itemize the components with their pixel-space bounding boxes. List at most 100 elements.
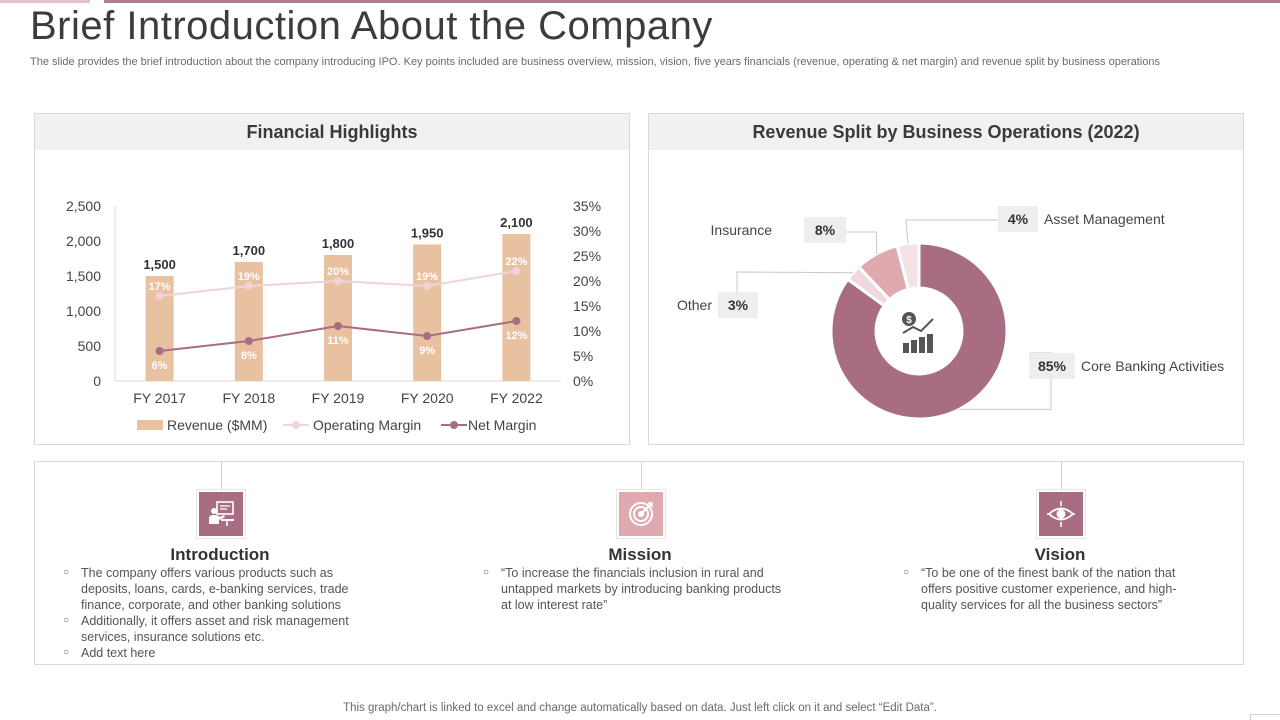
introduction-title: Introduction	[170, 545, 270, 564]
net-margin-point	[512, 317, 521, 325]
mission-list: “To increase the financials inclusion in…	[483, 565, 793, 613]
revenue-split-title: Revenue Split by Business Operations (20…	[649, 114, 1243, 150]
financial-highlights-title: Financial Highlights	[35, 114, 629, 150]
introduction-item: Add text here	[63, 645, 373, 661]
mission-connector	[641, 462, 642, 490]
target-icon	[617, 490, 665, 538]
operating-margin-point	[512, 267, 521, 275]
core-banking-pct-box	[1029, 353, 1075, 379]
operating-margin-point	[155, 292, 164, 300]
legend-operating-marker	[292, 421, 300, 429]
insurance-pct-box	[804, 217, 846, 243]
x-tick-label: FY 2020	[401, 390, 454, 406]
eye-icon	[1037, 490, 1085, 538]
y2-tick-label: 15%	[573, 298, 601, 314]
operating-margin-label: 19%	[238, 271, 260, 283]
operating-margin-point	[423, 282, 432, 290]
y2-tick-label: 5%	[573, 348, 593, 364]
vision-connector	[1061, 462, 1062, 490]
financial-highlights-panel: Financial Highlights 0 500 1,000 1,500 2,000…	[34, 113, 630, 445]
y-tick-label: 2,000	[66, 233, 101, 249]
legend-revenue-swatch	[137, 420, 163, 430]
operating-margin-label: 17%	[149, 281, 171, 293]
net-margin-point	[155, 347, 164, 355]
y2-tick-label: 30%	[573, 223, 601, 239]
net-margin-label: 8%	[241, 350, 257, 362]
x-tick-label: FY 2022	[490, 390, 543, 406]
coin-stack-icon	[927, 334, 933, 353]
asset-management-leader-line	[905, 219, 998, 244]
other-pct-box	[718, 292, 758, 318]
net-margin-point	[423, 332, 432, 340]
legend-net-marker	[450, 421, 458, 429]
insurance-pct-value: 8%	[815, 222, 836, 238]
asset-management-label: Asset Management	[1044, 211, 1165, 227]
net-margin-point	[334, 322, 342, 330]
operating-margin-label: 20%	[327, 266, 349, 278]
x-tick-label: FY 2017	[133, 390, 186, 406]
donut-slice-asset-management	[895, 241, 921, 292]
introduction-connector	[221, 462, 222, 490]
top-accent-gap	[90, 0, 104, 3]
y2-tick-label: 20%	[573, 273, 601, 289]
introduction-list: The company offers various products such…	[63, 565, 373, 661]
net-margin-label: 12%	[505, 330, 527, 342]
revenue-split-panel: Revenue Split by Business Operations (20…	[648, 113, 1244, 445]
operating-margin-label: 19%	[416, 271, 438, 283]
revenue-data-label: 1,800	[322, 236, 355, 251]
top-accent-left	[0, 0, 90, 3]
introduction-item: Additionally, it offers asset and risk m…	[63, 613, 373, 645]
y2-tick-label: 10%	[573, 323, 601, 339]
revenue-data-label: 1,700	[233, 243, 266, 258]
donut-slice-core-banking	[829, 241, 1009, 421]
y-tick-label: 500	[78, 338, 102, 354]
page-title: Brief Introduction About the Company	[30, 4, 713, 48]
y-tick-label: 1,000	[66, 303, 101, 319]
financial-chart[interactable]: 0 500 1,000 1,500 2,000 2,500 0% 5% 10% 15% 20% 25%…	[35, 114, 631, 446]
dollar-coin-icon	[902, 312, 916, 326]
y-tick-label: 2,500	[66, 198, 101, 214]
growth-chart-icon: $	[902, 312, 934, 353]
x-tick-label: FY 2018	[222, 390, 275, 406]
core-banking-pct-value: 85%	[1038, 358, 1067, 374]
company-info-panel: Introduction The company offers various …	[34, 461, 1244, 665]
vision-item: “To be one of the finest bank of the nat…	[903, 565, 1203, 613]
dollar-sign-glyph: $	[906, 315, 912, 326]
revenue-bar	[413, 244, 442, 381]
y-tick-label: 1,500	[66, 268, 101, 284]
other-leader-line	[736, 271, 853, 292]
coin-stack-icon	[903, 343, 909, 353]
insurance-label: Insurance	[711, 222, 773, 238]
revenue-bar	[234, 262, 263, 381]
net-margin-point	[244, 337, 253, 345]
mission-title: Mission	[608, 545, 672, 564]
legend-operating-label: Operating Margin	[313, 417, 421, 433]
other-pct-value: 3%	[728, 297, 749, 313]
legend-net-label: Net Margin	[468, 417, 536, 433]
y2-tick-label: 25%	[573, 248, 601, 264]
asset-management-pct-box	[998, 206, 1038, 232]
page-subtitle: The slide provides the brief introductio…	[30, 56, 1160, 68]
top-accent-bar	[0, 0, 1280, 3]
trend-line-icon	[902, 318, 934, 334]
footnote: This graph/chart is linked to excel and …	[343, 702, 937, 714]
vision-list: “To be one of the finest bank of the nat…	[903, 565, 1203, 613]
net-margin-label: 11%	[327, 335, 349, 347]
revenue-donut-chart[interactable]: $85% Core Banking Activities 3% Other 8% Insu…	[649, 114, 1245, 446]
coin-stack-icon	[919, 337, 925, 353]
other-label: Other	[677, 297, 712, 313]
mission-item: “To increase the financials inclusion in…	[483, 565, 793, 613]
revenue-bar	[324, 255, 352, 381]
mission-section: Mission “To increase the financials incl…	[455, 462, 835, 666]
asset-management-pct-value: 4%	[1008, 211, 1029, 227]
corner-mark	[1250, 714, 1280, 720]
legend-revenue-label: Revenue ($MM)	[167, 417, 267, 433]
presenter-icon	[197, 490, 245, 538]
net-margin-label: 9%	[419, 345, 435, 357]
core-banking-label: Core Banking Activities	[1081, 358, 1224, 374]
introduction-section: Introduction The company offers various …	[35, 462, 415, 666]
introduction-item: The company offers various products such…	[63, 565, 373, 613]
operating-margin-label: 22%	[505, 256, 527, 268]
net-margin-label: 6%	[152, 360, 168, 372]
operating-margin-point	[334, 277, 342, 285]
